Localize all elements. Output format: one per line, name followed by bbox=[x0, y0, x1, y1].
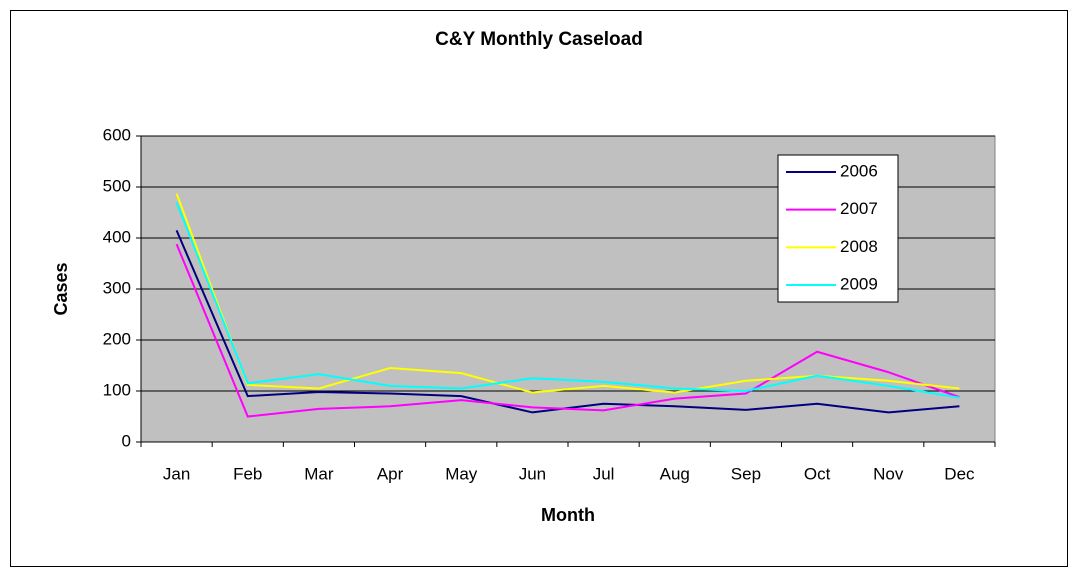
y-tick-label: 200 bbox=[103, 329, 131, 348]
legend-label: 2006 bbox=[840, 161, 878, 180]
x-tick-label: Sep bbox=[731, 464, 761, 483]
y-tick-label: 100 bbox=[103, 380, 131, 399]
x-tick-label: Mar bbox=[304, 464, 334, 483]
y-tick-label: 400 bbox=[103, 227, 131, 246]
x-axis-label: Month bbox=[541, 505, 595, 525]
y-tick-label: 0 bbox=[122, 431, 131, 450]
y-tick-label: 600 bbox=[103, 125, 131, 144]
y-tick-label: 500 bbox=[103, 176, 131, 195]
chart-title: C&Y Monthly Caseload bbox=[435, 29, 643, 50]
x-tick-label: Apr bbox=[377, 464, 404, 483]
series-line bbox=[175, 243, 960, 418]
legend-label: 2009 bbox=[840, 274, 878, 293]
x-tick-label: Oct bbox=[804, 464, 831, 483]
legend-box bbox=[777, 154, 899, 303]
x-tick-label: Jul bbox=[593, 464, 615, 483]
legend-label: 2007 bbox=[840, 199, 878, 218]
x-tick-label: Jan bbox=[163, 464, 190, 483]
x-tick-label: Aug bbox=[660, 464, 690, 483]
legend-label: 2008 bbox=[840, 237, 878, 256]
y-tick-label: 300 bbox=[103, 278, 131, 297]
series-line bbox=[175, 201, 960, 399]
x-tick-label: Feb bbox=[233, 464, 262, 483]
x-tick-label: May bbox=[445, 464, 478, 483]
x-tick-label: Nov bbox=[873, 464, 904, 483]
y-axis-label: Cases bbox=[51, 262, 71, 315]
x-tick-label: Jun bbox=[519, 464, 546, 483]
x-tick-label: Dec bbox=[944, 464, 975, 483]
